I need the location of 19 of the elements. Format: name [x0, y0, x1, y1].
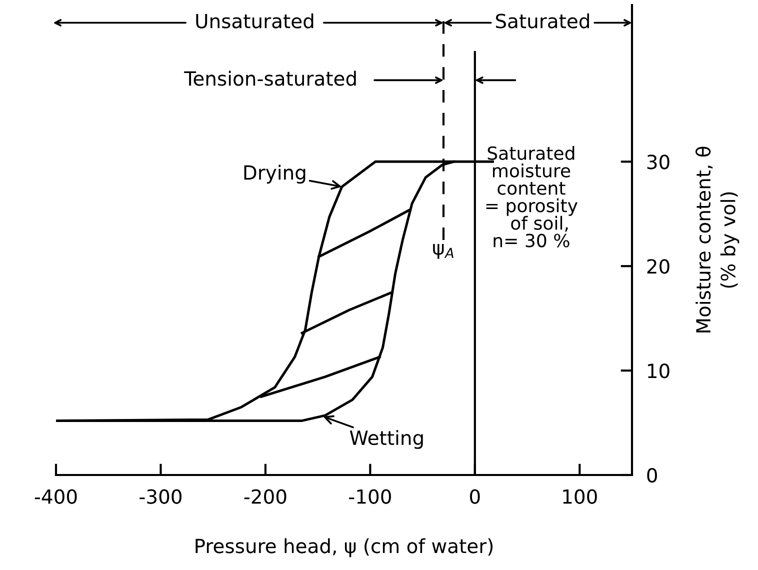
y-tick-label: 30 — [647, 154, 670, 170]
annotation: Saturated moisture content = porosity of soil, n= 30 % — [486, 146, 578, 248]
y-tick-label: 0 — [647, 468, 657, 483]
x-tick-label: 0 — [470, 489, 480, 504]
annotation: Unsaturated — [196, 13, 314, 28]
y-axis-title: Moisture content, θ (% by vol) — [695, 146, 740, 332]
annotation: Saturated — [496, 13, 589, 28]
x-tick-label: -200 — [244, 489, 286, 504]
y-tick-label: 20 — [647, 259, 670, 274]
annotation: Tension-saturated — [184, 70, 356, 86]
x-tick-label: -400 — [34, 489, 77, 504]
x-tick-label: -100 — [349, 489, 391, 504]
x-tick-label: -300 — [140, 489, 182, 504]
ref-line-label: ψ$_{A}$ — [433, 244, 454, 259]
x-tick-label: 100 — [563, 489, 597, 504]
annotation: Drying — [244, 164, 306, 184]
x-axis-title: Pressure head, ψ (cm of water) — [196, 538, 493, 558]
annotation: Wetting — [350, 430, 423, 449]
y-tick-label: 10 — [648, 364, 670, 378]
